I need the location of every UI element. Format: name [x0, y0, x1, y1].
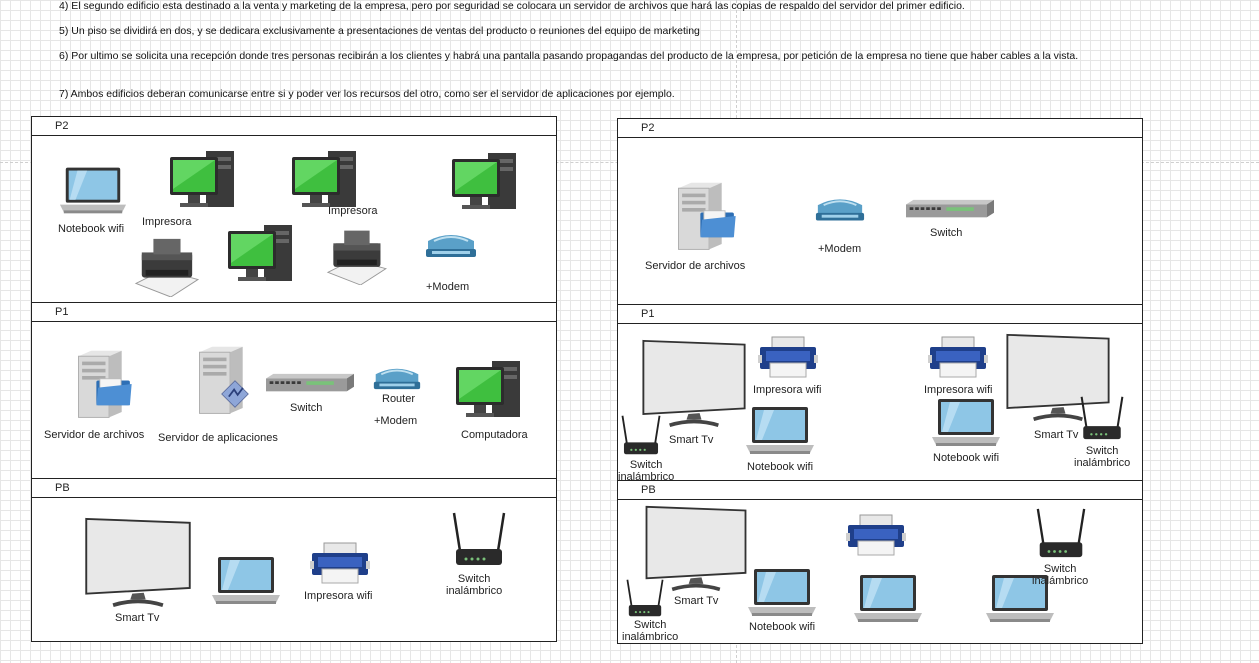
b2-pb-wswitch-left-icon[interactable]: [626, 575, 664, 621]
b1-p1-switch-icon[interactable]: [262, 373, 358, 395]
b1-p1-switch-label: Switch: [290, 402, 323, 414]
b1-p1-app-server-label: Servidor de aplicaciones: [158, 432, 278, 444]
b1-p1-computer-label: Computadora: [461, 429, 528, 441]
b2-p2-switch-icon[interactable]: [900, 199, 1000, 221]
b2-p1-notebook-right-label: Notebook wifi: [933, 452, 1000, 464]
b1-p1-file-server-icon[interactable]: [68, 349, 134, 421]
b2-pb-wswitch-left-label: Switch inalámbrico: [622, 619, 679, 643]
b1-pb-header: PB: [32, 478, 556, 498]
b1-p2-printer-icon-2[interactable]: [324, 227, 388, 285]
b1-p2-computer-icon-3[interactable]: [450, 151, 520, 215]
b1-p2-modem-icon[interactable]: [424, 231, 478, 259]
b2-pb-notebook-label: Notebook wifi: [749, 621, 816, 633]
b1-pb-wireless-switch-icon[interactable]: [452, 509, 506, 569]
b2-p1-notebook-right-icon[interactable]: [930, 397, 1002, 447]
b2-p1-header: P1: [618, 304, 1142, 324]
b1-p1-router-label: Router: [382, 393, 416, 405]
b1-pb-printer-label: Impresora wifi: [304, 590, 373, 602]
b1-p1-app-server-icon[interactable]: [192, 345, 252, 417]
b1-p1-computer-icon[interactable]: [454, 359, 524, 423]
building-1[interactable]: P2 P1 PB Notebook wifi Impresora Impreso…: [31, 116, 557, 642]
b2-pb-printer-icon[interactable]: [844, 513, 908, 557]
b2-p1-notebook-left-label: Notebook wifi: [747, 461, 814, 473]
b1-p2-header: P2: [32, 117, 556, 136]
instruction-6: 6) Por ultimo se solicita una recepción …: [59, 50, 1079, 62]
b1-pb-laptop-icon[interactable]: [210, 555, 282, 605]
b2-p1-wswitch-right-icon[interactable]: [1080, 393, 1124, 443]
building-2[interactable]: P2 P1 PB Servidor de archivos +Modem Swi…: [617, 118, 1143, 644]
b1-p2-notebook-icon[interactable]: [58, 165, 128, 215]
b1-p1-header: P1: [32, 302, 556, 322]
b1-p1-file-server-label: Servidor de archivos: [44, 429, 145, 441]
instruction-7: 7) Ambos edificios deberan comunicarse e…: [59, 88, 675, 100]
b2-p1-printer-left-label: Impresora wifi: [753, 384, 822, 396]
b1-p1-modem-label: +Modem: [374, 415, 418, 427]
b2-p2-switch-label: Switch: [930, 227, 963, 239]
b2-pb-header: PB: [618, 480, 1142, 500]
b2-pb-wswitch-right-label: Switch inalámbrico: [1032, 563, 1089, 587]
instruction-4: 4) El segundo edificio esta destinado a …: [59, 0, 965, 12]
b2-p2-header: P2: [618, 119, 1142, 138]
b2-pb-wswitch-right-icon[interactable]: [1036, 505, 1086, 561]
b1-pb-tv-label: Smart Tv: [115, 612, 160, 624]
b2-p1-printer-left-icon[interactable]: [756, 335, 820, 379]
b1-p2-computer-icon-2[interactable]: [290, 149, 360, 213]
b1-p2-notebook-label: Notebook wifi: [58, 223, 125, 235]
b2-p1-notebook-left-icon[interactable]: [744, 405, 816, 455]
b1-pb-wireless-switch-label: Switch inalámbrico: [446, 573, 503, 597]
b1-p2-printer-icon[interactable]: [130, 235, 202, 297]
b2-pb-notebook-icon[interactable]: [746, 567, 818, 617]
b2-p2-modem-icon[interactable]: [814, 195, 866, 223]
b2-p1-title: P1: [641, 308, 655, 320]
b1-p2-modem-label: +Modem: [426, 281, 470, 293]
b2-p1-tv-left-label: Smart Tv: [669, 434, 714, 446]
b2-pb-laptop-icon[interactable]: [852, 573, 924, 623]
b2-p1-printer-right-label: Impresora wifi: [924, 384, 993, 396]
instruction-5: 5) Un piso se dividirá en dos, y se dedi…: [59, 25, 700, 37]
b2-p1-wswitch-left-icon[interactable]: [621, 411, 661, 459]
b1-p1-router-icon[interactable]: [372, 365, 422, 391]
b1-pb-title: PB: [55, 482, 70, 494]
b1-p2-printer1-label: Impresora: [142, 216, 192, 228]
b1-p2-computer-icon[interactable]: [168, 149, 238, 213]
b2-p2-file-server-icon[interactable]: [670, 181, 732, 253]
b2-p2-file-server-label: Servidor de archivos: [645, 260, 746, 272]
b1-pb-tv-icon[interactable]: [82, 517, 194, 609]
b2-pb-tv-label: Smart Tv: [674, 595, 719, 607]
b1-p1-title: P1: [55, 306, 69, 318]
b1-p2-printer2-label: Impresora: [328, 205, 378, 217]
b2-p2-title: P2: [641, 122, 655, 134]
b2-p1-printer-right-icon[interactable]: [926, 335, 990, 379]
b2-p1-wswitch-right-label: Switch inalámbrico: [1074, 445, 1131, 469]
b1-p2-computer-icon-4[interactable]: [226, 223, 296, 287]
b2-p1-tv-right-label: Smart Tv: [1034, 429, 1079, 441]
b1-p2-title: P2: [55, 120, 69, 132]
b2-pb-title: PB: [641, 484, 656, 496]
b2-p2-modem-label: +Modem: [818, 243, 862, 255]
b1-pb-printer-icon[interactable]: [308, 541, 372, 585]
b2-p1-wswitch-left-label: Switch inalámbrico: [618, 459, 675, 483]
